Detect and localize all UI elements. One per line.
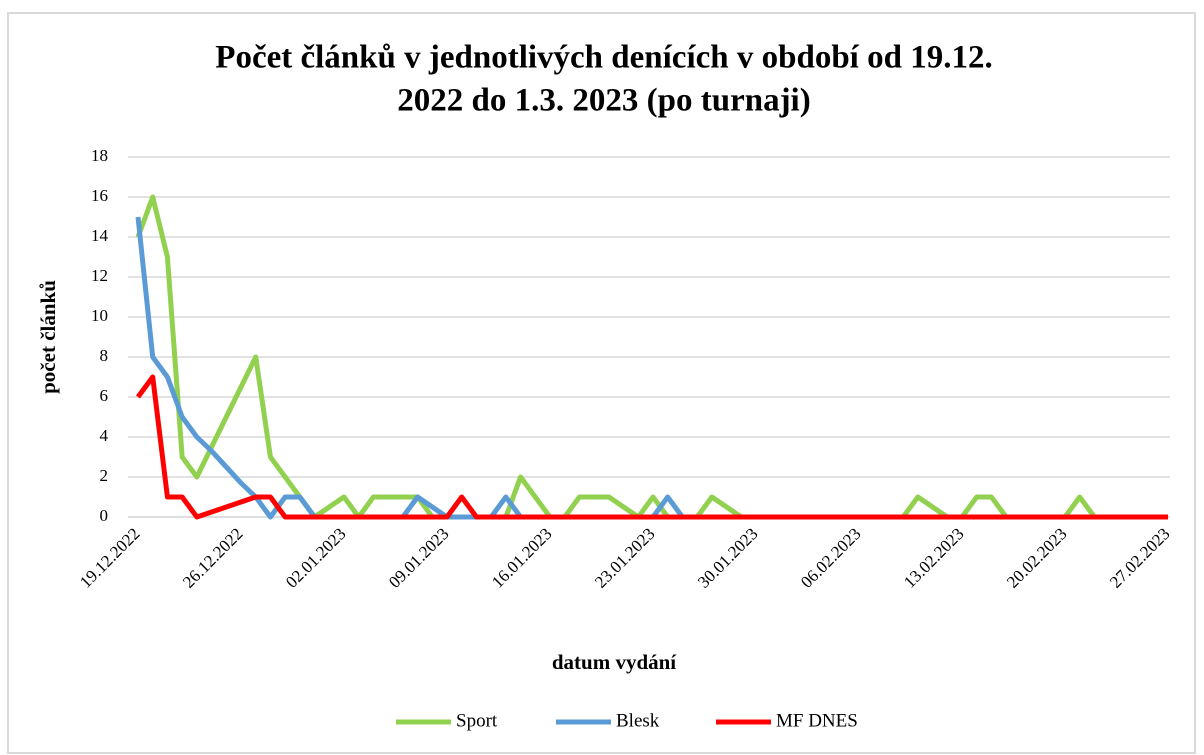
series-line [135, 374, 1168, 520]
y-tick-label: 10 [91, 306, 108, 325]
y-tick-label: 2 [100, 466, 109, 485]
x-axis-label: datum vydání [552, 650, 677, 674]
chart-title: Počet článků v jednotlivých denících v o… [215, 40, 992, 76]
chart-frame [7, 12, 1196, 754]
y-tick-label: 14 [91, 226, 109, 245]
legend-label: MF DNES [776, 710, 858, 731]
y-tick-label: 4 [100, 426, 109, 445]
legend-label: Sport [456, 710, 498, 731]
y-tick-label: 12 [91, 266, 108, 285]
y-tick-label: 0 [100, 506, 109, 525]
y-tick-label: 6 [100, 386, 109, 405]
y-tick-label: 18 [91, 146, 108, 165]
y-tick-label: 8 [100, 346, 109, 365]
chart-title: 2022 do 1.3. 2023 (po turnaji) [397, 83, 810, 119]
y-tick-label: 16 [91, 186, 108, 205]
y-axis-label: počet článků [36, 280, 60, 394]
legend-label: Blesk [616, 710, 660, 731]
